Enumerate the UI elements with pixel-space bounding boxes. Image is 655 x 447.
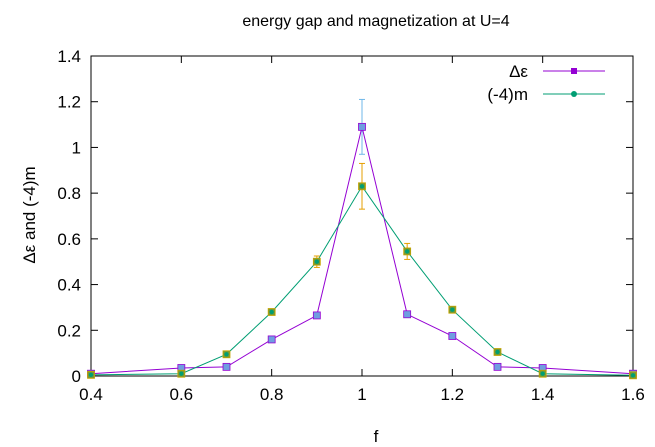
legend-entry-2: (-4)m [487,85,605,104]
data-point-dot [495,349,500,355]
legend-label: (-4)m [487,85,528,104]
data-point [358,122,366,131]
data-point [403,310,412,319]
x-tick-label: 0.8 [260,385,284,404]
data-point-dot [540,371,545,376]
data-point [312,311,321,320]
data-point-dot [269,309,274,315]
y-tick-label: 0.8 [57,184,81,203]
axes: 0.4 0.6 0.8 1 1.2 1.4 1.6 0 0.2 0.4 0.6 0.8 1 1.2 1.4 [57,47,644,404]
series-2 [87,162,637,380]
y-tick-label: 1 [72,138,81,157]
x-tick-label: 1.6 [621,385,645,404]
data-point [493,362,502,371]
y-axis-label: Δε and (-4)m [20,166,39,263]
data-point-dot [179,371,184,376]
x-tick-label: 0.4 [79,385,103,404]
x-axis-label: f [374,427,379,446]
legend-entry-1: Δε [509,62,605,81]
x-tick-label: 1.2 [441,385,465,404]
data-point-dot [88,372,94,378]
data-point [267,335,276,344]
data-point [448,332,457,340]
data-point-dot [630,373,636,378]
series-layer [87,98,637,380]
data-point-dot [450,307,455,312]
legend-label: Δε [509,62,528,81]
data-point [222,362,231,371]
series-line [90,185,634,376]
y-tick-label: 0.6 [57,230,81,249]
data-point-dot [314,259,320,264]
data-point-dot [359,184,365,189]
data-point-dot [224,352,229,357]
y-tick-label: 0 [72,367,81,386]
legend-marker [571,68,577,74]
legend: Δε (-4)m [487,62,605,104]
y-tick-label: 1.2 [57,93,81,112]
data-point-dot [404,249,410,254]
x-tick-label: 0.6 [170,385,194,404]
x-tick-label: 1 [357,385,366,404]
y-tick-label: 0.2 [57,321,81,340]
chart-title: energy gap and magnetization at U=4 [242,13,509,30]
y-tick-label: 0.4 [57,276,81,295]
legend-marker [571,91,577,97]
series-1 [87,98,637,378]
x-tick-label: 1.4 [531,385,555,404]
y-tick-label: 1.4 [57,47,81,66]
